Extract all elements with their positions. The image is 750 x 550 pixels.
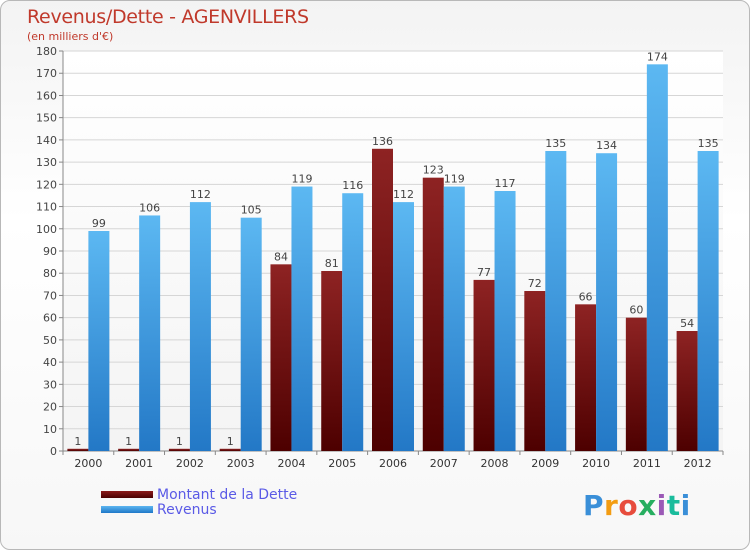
bar-debt bbox=[676, 331, 698, 451]
data-label-revenue: 135 bbox=[698, 137, 719, 150]
bar-debt bbox=[372, 148, 393, 451]
bar-revenue bbox=[443, 186, 465, 452]
data-label-revenue: 119 bbox=[444, 173, 465, 186]
bar-debt bbox=[524, 291, 546, 451]
x-tick-label: 2005 bbox=[328, 457, 356, 470]
y-tick-label: 130 bbox=[36, 156, 57, 169]
data-label-debt: 77 bbox=[477, 266, 491, 279]
bar-revenue bbox=[88, 231, 110, 451]
bar-debt bbox=[168, 448, 190, 451]
y-tick-label: 150 bbox=[36, 112, 57, 125]
bar-debt bbox=[67, 448, 89, 451]
data-label-revenue: 116 bbox=[342, 179, 363, 192]
bar-revenue bbox=[646, 64, 668, 452]
bar-debt bbox=[321, 271, 343, 451]
y-tick-label: 90 bbox=[43, 245, 57, 258]
data-label-debt: 81 bbox=[325, 257, 339, 270]
x-tick-label: 2000 bbox=[74, 457, 102, 470]
legend-item-debt: Montant de la Dette bbox=[101, 486, 298, 503]
x-tick-label: 2001 bbox=[125, 457, 153, 470]
data-label-debt: 1 bbox=[176, 435, 183, 448]
y-tick-label: 60 bbox=[43, 312, 57, 325]
x-tick-label: 2010 bbox=[582, 457, 610, 470]
legend-swatch-revenue bbox=[101, 506, 153, 513]
y-tick-label: 140 bbox=[36, 134, 57, 147]
bar-revenue bbox=[342, 193, 364, 451]
bar-revenue bbox=[139, 215, 161, 451]
x-tick-label: 2004 bbox=[277, 457, 305, 470]
chart-subtitle: (en milliers d'€) bbox=[27, 30, 114, 43]
bar-revenue bbox=[545, 151, 567, 451]
data-label-revenue: 105 bbox=[241, 204, 262, 217]
data-label-debt: 123 bbox=[423, 164, 444, 177]
x-tick-label: 2007 bbox=[430, 457, 458, 470]
x-tick-label: 2002 bbox=[176, 457, 204, 470]
x-tick-label: 2003 bbox=[227, 457, 255, 470]
y-tick-label: 20 bbox=[43, 401, 57, 414]
data-label-revenue: 135 bbox=[545, 137, 566, 150]
y-tick-label: 0 bbox=[50, 445, 57, 458]
y-tick-label: 30 bbox=[43, 378, 57, 391]
legend-item-revenue: Revenus bbox=[101, 501, 297, 518]
x-tick-label: 2009 bbox=[531, 457, 559, 470]
data-label-revenue: 106 bbox=[139, 201, 160, 214]
data-label-revenue: 174 bbox=[647, 50, 668, 63]
y-tick-label: 110 bbox=[36, 201, 57, 214]
bar-revenue bbox=[291, 186, 313, 452]
data-label-revenue: 112 bbox=[190, 188, 211, 201]
y-tick-label: 170 bbox=[36, 67, 57, 80]
data-label-debt: 1 bbox=[227, 435, 234, 448]
x-tick-label: 2012 bbox=[684, 457, 712, 470]
y-tick-label: 160 bbox=[36, 89, 57, 102]
y-tick-label: 50 bbox=[43, 334, 57, 347]
y-tick-label: 40 bbox=[43, 356, 57, 369]
legend-swatch-debt bbox=[101, 491, 153, 498]
y-tick-label: 180 bbox=[36, 45, 57, 58]
legend-label-revenue: Revenus bbox=[157, 501, 217, 518]
bar-debt bbox=[422, 177, 444, 451]
bar-debt bbox=[473, 279, 495, 451]
y-tick-label: 80 bbox=[43, 267, 57, 280]
x-tick-label: 2006 bbox=[379, 457, 407, 470]
data-label-debt: 1 bbox=[74, 435, 81, 448]
data-label-debt: 66 bbox=[579, 290, 593, 303]
chart-title: Revenus/Dette - AGENVILLERS bbox=[27, 6, 309, 28]
proxiti-logo: Proxiti bbox=[583, 489, 691, 522]
bar-debt bbox=[270, 264, 292, 451]
data-label-revenue: 134 bbox=[596, 139, 617, 152]
y-tick-label: 120 bbox=[36, 178, 57, 191]
legend-label-debt: Montant de la Dette bbox=[157, 486, 298, 503]
bar-debt bbox=[219, 448, 241, 451]
bar-revenue bbox=[697, 151, 719, 451]
bar-revenue bbox=[494, 191, 516, 451]
data-label-debt: 1 bbox=[125, 435, 132, 448]
y-tick-label: 70 bbox=[43, 289, 57, 302]
data-label-revenue: 99 bbox=[92, 217, 106, 230]
bar-revenue bbox=[596, 153, 618, 451]
data-label-debt: 136 bbox=[372, 135, 393, 148]
bar-revenue bbox=[189, 202, 211, 451]
y-tick-label: 10 bbox=[43, 423, 57, 436]
bar-debt bbox=[625, 317, 647, 451]
data-label-debt: 54 bbox=[680, 317, 694, 330]
bar-revenue bbox=[240, 217, 262, 451]
bar-debt bbox=[575, 304, 597, 451]
bar-debt bbox=[118, 448, 140, 451]
x-tick-label: 2011 bbox=[633, 457, 661, 470]
data-label-revenue: 119 bbox=[291, 173, 312, 186]
bar-revenue bbox=[393, 202, 414, 451]
data-label-debt: 60 bbox=[629, 304, 643, 317]
data-label-debt: 84 bbox=[274, 250, 288, 263]
x-tick-label: 2008 bbox=[481, 457, 509, 470]
data-label-revenue: 117 bbox=[495, 177, 516, 190]
data-label-revenue: 112 bbox=[393, 188, 414, 201]
data-label-debt: 72 bbox=[528, 277, 542, 290]
y-tick-label: 100 bbox=[36, 223, 57, 236]
legend: Montant de la Dette Revenus bbox=[101, 486, 298, 518]
